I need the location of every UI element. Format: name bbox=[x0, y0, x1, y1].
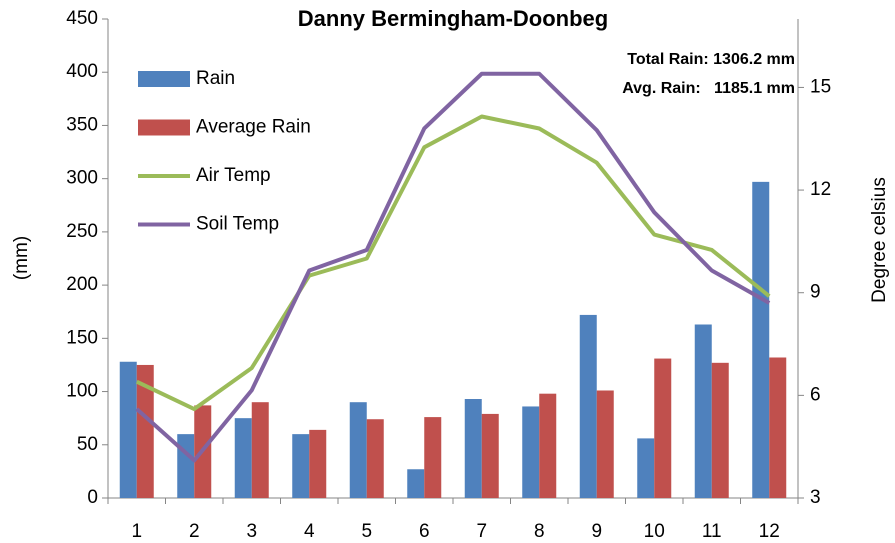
y-tick-label: 350 bbox=[66, 114, 98, 135]
x-tick-label: 8 bbox=[534, 521, 545, 542]
x-tick-label: 1 bbox=[131, 521, 142, 542]
legend-swatch bbox=[138, 119, 190, 136]
legend-label: Average Rain bbox=[196, 117, 311, 138]
y-tick-label: 100 bbox=[66, 381, 98, 402]
chart-title: Danny Bermingham-Doonbeg bbox=[298, 6, 608, 31]
bar bbox=[654, 358, 672, 498]
y2-tick-label: 9 bbox=[810, 282, 821, 303]
x-tick-label: 12 bbox=[759, 521, 780, 542]
annotation: Avg. Rain: 1185.1 mm bbox=[622, 80, 795, 97]
x-tick-label: 9 bbox=[591, 521, 602, 542]
legend-label: Rain bbox=[196, 68, 235, 89]
bar bbox=[349, 402, 367, 498]
bar bbox=[407, 469, 425, 498]
y-tick-label: 0 bbox=[87, 487, 98, 508]
bar bbox=[481, 413, 499, 498]
bar bbox=[424, 417, 442, 498]
x-tick-label: 7 bbox=[476, 521, 487, 542]
y2-tick-label: 12 bbox=[810, 179, 831, 200]
bar bbox=[177, 434, 195, 498]
y-tick-label: 400 bbox=[66, 61, 98, 82]
bar bbox=[366, 419, 384, 498]
y-tick-label: 250 bbox=[66, 221, 98, 242]
x-tick-label: 5 bbox=[361, 521, 372, 542]
bar bbox=[539, 393, 557, 498]
bar bbox=[234, 418, 252, 498]
y-tick-label: 450 bbox=[66, 8, 98, 29]
bar bbox=[769, 357, 787, 498]
bar bbox=[309, 429, 327, 498]
bar bbox=[752, 181, 770, 499]
y-tick-label: 50 bbox=[77, 434, 98, 455]
y-axis-label: (mm) bbox=[11, 236, 32, 280]
y2-axis-label: Degree celsius bbox=[869, 177, 890, 303]
bar bbox=[694, 324, 712, 498]
x-tick-label: 10 bbox=[644, 521, 665, 542]
bar bbox=[119, 361, 137, 498]
bar bbox=[136, 364, 154, 498]
line bbox=[135, 71, 771, 463]
y-tick-label: 200 bbox=[66, 274, 98, 295]
bar bbox=[292, 434, 310, 498]
x-tick-label: 11 bbox=[702, 521, 722, 542]
annotation: Total Rain: 1306.2 mm bbox=[627, 51, 795, 68]
y2-tick-label: 3 bbox=[810, 487, 821, 508]
x-tick-label: 4 bbox=[304, 521, 315, 542]
bar bbox=[637, 438, 655, 498]
x-tick-label: 2 bbox=[189, 521, 200, 542]
bar bbox=[251, 402, 269, 498]
bar bbox=[579, 314, 597, 498]
legend-label: Soil Temp bbox=[196, 214, 279, 235]
y-tick-label: 150 bbox=[66, 327, 98, 348]
x-tick-label: 3 bbox=[246, 521, 257, 542]
legend-label: Air Temp bbox=[196, 165, 271, 186]
bar bbox=[522, 406, 540, 498]
legend-swatch bbox=[138, 71, 190, 87]
y2-tick-label: 15 bbox=[810, 76, 831, 97]
bar bbox=[464, 399, 482, 498]
bar bbox=[596, 390, 614, 498]
line bbox=[135, 114, 771, 412]
x-tick-label: 6 bbox=[419, 521, 430, 542]
y2-tick-label: 6 bbox=[810, 384, 821, 405]
y-tick-label: 300 bbox=[66, 168, 98, 189]
bar bbox=[711, 362, 729, 498]
